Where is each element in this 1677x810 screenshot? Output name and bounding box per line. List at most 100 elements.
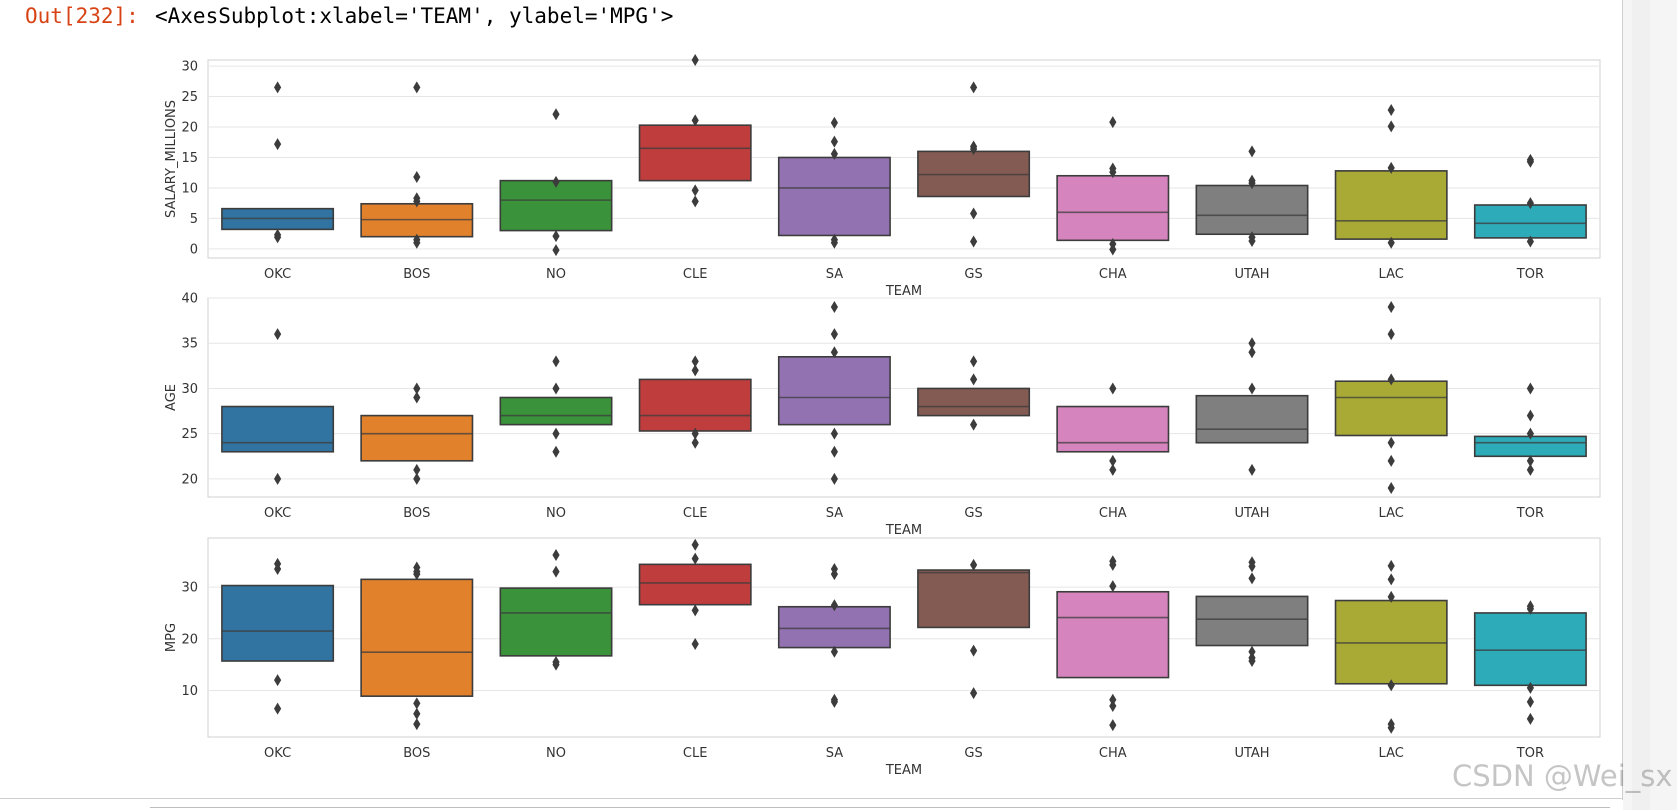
box-lac [1334, 380, 1448, 437]
outlier-marker [1526, 197, 1534, 210]
box-no [499, 587, 613, 657]
x-tick-label: NO [546, 746, 566, 761]
outlier-marker [413, 81, 421, 94]
y-tick-label: 25 [181, 427, 198, 442]
outlier-marker [274, 702, 282, 715]
outlier-marker [1387, 236, 1395, 249]
y-tick-label: 15 [181, 151, 198, 166]
outlier-marker [970, 418, 978, 431]
box-gs [917, 387, 1031, 417]
x-tick-label: TOR [1516, 267, 1544, 282]
box-utah [1195, 595, 1309, 647]
outlier-marker [970, 207, 978, 220]
outlier-marker [413, 568, 421, 581]
outlier-marker [1526, 695, 1534, 708]
y-tick-label: 5 [190, 212, 198, 227]
outlier-marker [1387, 103, 1395, 116]
outlier-marker [1526, 427, 1534, 440]
x-tick-label: BOS [403, 746, 430, 761]
box-lac [1334, 170, 1448, 240]
x-tick-label: TOR [1516, 506, 1544, 521]
subplot-3: 10 20 30 OKC BOS NO CLE SA GS CHA UTAH LAC TOR TEAM MP… [164, 537, 1601, 778]
outlier-marker [1526, 382, 1534, 395]
outlier-marker [1387, 559, 1395, 572]
x-tick-label: OKC [264, 506, 291, 521]
outlier-marker [1387, 120, 1395, 133]
x-tick-label: SA [826, 267, 843, 282]
outlier-marker [1248, 645, 1256, 658]
outlier-marker [1248, 145, 1256, 158]
outlier-marker [830, 695, 838, 708]
box-sa [777, 605, 891, 649]
outlier-marker [1526, 409, 1534, 422]
box-bos [360, 414, 474, 462]
box-utah [1195, 184, 1309, 236]
outlier-marker [970, 373, 978, 386]
outlier-marker [552, 382, 560, 395]
outlier-marker [552, 549, 560, 562]
box-tor [1473, 204, 1587, 239]
outlier-marker [1248, 234, 1256, 247]
outlier-marker [274, 563, 282, 576]
boxen-subplots-chart: 0 5 10 15 20 25 30 OKC BOS NO CLE SA GS CHA UTAH LAC TOR… [164, 54, 1601, 778]
x-tick-label: CHA [1099, 506, 1127, 521]
outlier-marker [830, 568, 838, 581]
outlier-marker [1109, 454, 1117, 467]
outlier-marker [413, 718, 421, 731]
outlier-marker [413, 707, 421, 720]
outlier-marker [1387, 436, 1395, 449]
y-tick-label: 40 [181, 292, 198, 307]
outlier-marker [274, 472, 282, 485]
outlier-marker [1109, 166, 1117, 179]
outlier-marker [830, 328, 838, 341]
cell-right-border [1622, 0, 1623, 800]
outlier-marker [1526, 454, 1534, 467]
outlier-marker [970, 558, 978, 571]
outlier-marker [552, 175, 560, 188]
box-cha [1056, 405, 1170, 453]
x-tick-label: LAC [1379, 267, 1404, 282]
outlier-marker [413, 382, 421, 395]
x-axis-label: TEAM [885, 284, 922, 299]
outlier-marker [830, 445, 838, 458]
vertical-scrollbar[interactable] [1632, 0, 1650, 810]
outlier-marker [830, 427, 838, 440]
x-axis-label: TEAM [885, 523, 922, 538]
outlier-marker [552, 244, 560, 257]
outlier-marker [552, 427, 560, 440]
outlier-marker [1248, 560, 1256, 573]
outlier-marker [274, 81, 282, 94]
outlier-marker [691, 427, 699, 440]
outlier-marker [1109, 699, 1117, 712]
box-no [499, 179, 613, 232]
outlier-marker [1526, 712, 1534, 725]
outlier-marker [1248, 346, 1256, 359]
outlier-marker [970, 687, 978, 700]
outlier-marker [413, 463, 421, 476]
box-bos [360, 578, 474, 697]
outlier-marker [691, 195, 699, 208]
outlier-marker [413, 170, 421, 183]
x-tick-label: SA [826, 506, 843, 521]
outlier-marker [274, 138, 282, 151]
y-tick-label: 30 [181, 60, 198, 75]
cell-bottom-border [0, 798, 1622, 799]
outlier-marker [1387, 301, 1395, 314]
outlier-marker [1109, 382, 1117, 395]
outlier-marker [1387, 679, 1395, 692]
output-prompt: Out[232]: [25, 4, 139, 28]
x-tick-label: NO [546, 506, 566, 521]
x-tick-label: CHA [1099, 746, 1127, 761]
y-tick-label: 25 [181, 90, 198, 105]
outlier-marker [830, 346, 838, 359]
outlier-marker [413, 195, 421, 208]
outlier-marker [830, 147, 838, 160]
x-tick-label: BOS [403, 267, 430, 282]
outlier-marker [691, 355, 699, 368]
y-tick-label: 0 [190, 242, 198, 257]
output-repr: <AxesSubplot:xlabel='TEAM', ylabel='MPG'… [155, 4, 674, 28]
outlier-marker [274, 328, 282, 341]
x-tick-label: UTAH [1234, 506, 1269, 521]
outlier-marker [830, 472, 838, 485]
outlier-marker [830, 116, 838, 129]
